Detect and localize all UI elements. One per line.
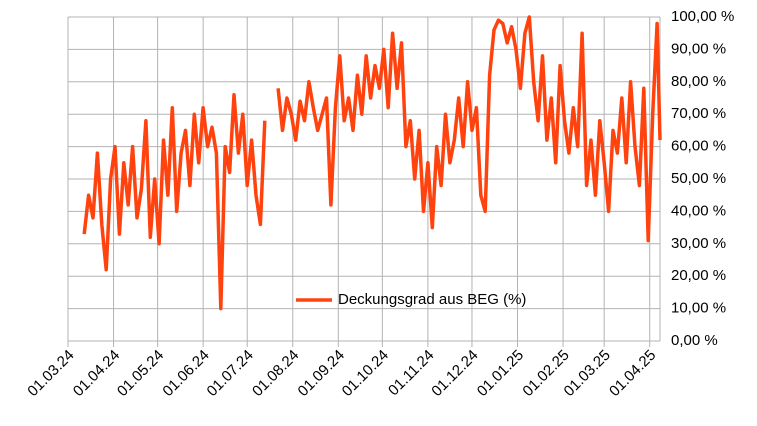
y-tick-label: 60,00 %: [671, 138, 726, 155]
y-tick-label: 50,00 %: [671, 170, 726, 187]
y-tick-label: 20,00 %: [671, 267, 726, 284]
x-tick-label: 01.04.25: [606, 347, 659, 400]
legend-label: Deckungsgrad aus BEG (%): [338, 291, 526, 308]
x-tick-label: 01.12.24: [428, 347, 481, 400]
data-line: [82, 15, 662, 311]
x-tick-label: 01.11.24: [385, 347, 438, 400]
y-tick-label: 10,00 %: [671, 300, 726, 317]
x-tick-label: 01.07.24: [204, 347, 257, 400]
y-tick-label: 90,00 %: [671, 40, 726, 57]
x-tick-label: 01.03.24: [24, 347, 77, 400]
y-tick-label: 100,00 %: [671, 8, 734, 25]
y-tick-label: 80,00 %: [671, 73, 726, 90]
x-tick-label: 01.05.24: [114, 347, 167, 400]
x-tick-label: 01.04.24: [70, 347, 123, 400]
x-tick-label: 01.09.24: [295, 347, 348, 400]
y-tick-label: 0,00 %: [671, 332, 718, 349]
y-tick-label: 70,00 %: [671, 105, 726, 122]
x-tick-label: 01.08.24: [249, 347, 302, 400]
y-tick-label: 30,00 %: [671, 235, 726, 252]
x-tick-label: 01.01.25: [474, 347, 527, 400]
x-tick-label: 01.06.24: [159, 347, 212, 400]
x-tick-label: 01.10.24: [339, 347, 392, 400]
y-tick-label: 40,00 %: [671, 202, 726, 219]
